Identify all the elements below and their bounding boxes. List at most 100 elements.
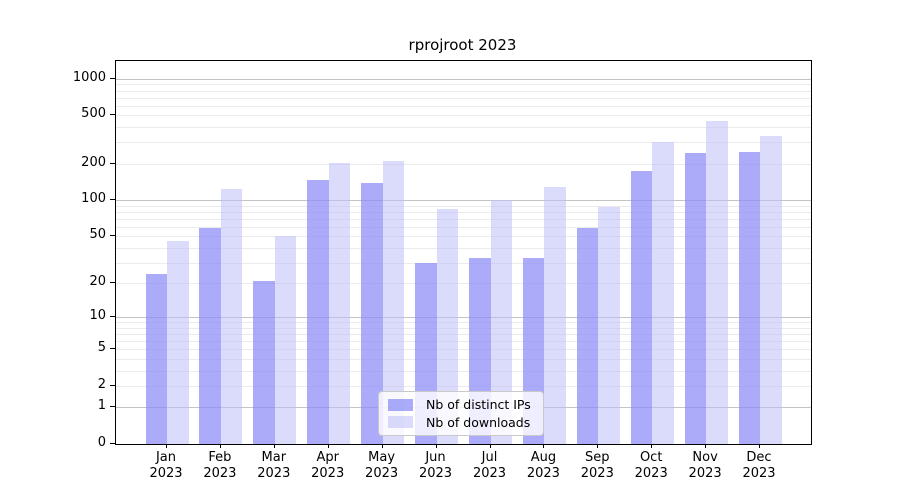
x-tick-month: Aug — [530, 450, 557, 465]
legend-item-distinct-ips: Nb of distinct IPs — [388, 396, 534, 413]
bar-downloads-may — [382, 160, 405, 444]
y-tick-mark — [110, 443, 115, 444]
y-tick-mark — [110, 282, 115, 284]
x-tick-year: 2023 — [311, 466, 345, 481]
x-tick-month: May — [368, 450, 396, 465]
bar-ips-apr — [307, 179, 329, 444]
plot-area: Nb of distinct IPs Nb of downloads — [115, 60, 812, 445]
x-tick-label: Nov 2023 — [673, 450, 737, 482]
x-tick-label: Oct 2023 — [619, 450, 683, 482]
bar-downloads-jan — [167, 240, 189, 444]
x-tick-label: Jun 2023 — [404, 450, 468, 482]
bar-ips-may — [361, 183, 383, 444]
gridline-minor — [116, 90, 811, 92]
x-tick-mark — [597, 444, 599, 448]
gridline-minor — [116, 247, 811, 249]
legend-label-downloads: Nb of downloads — [426, 414, 531, 430]
gridline-minor — [116, 211, 811, 213]
x-tick-label: Dec 2023 — [727, 450, 791, 482]
y-tick-label: 200 — [81, 154, 106, 170]
x-tick-month: Dec — [746, 450, 772, 465]
x-tick-label: Jul 2023 — [458, 450, 522, 482]
y-tick-mark — [110, 316, 115, 318]
x-tick-year: 2023 — [365, 466, 399, 481]
y-tick-label: 2 — [97, 376, 106, 392]
bar-ips-feb — [199, 228, 221, 444]
x-tick-label: May 2023 — [350, 450, 414, 482]
bar-downloads-dec — [760, 135, 782, 444]
gridline-minor — [116, 142, 811, 144]
gridline-minor — [116, 97, 811, 99]
x-tick-month: Sep — [585, 450, 610, 465]
x-tick-label: Sep 2023 — [565, 450, 629, 482]
y-tick-label: 10 — [89, 308, 106, 324]
chart-title: rprojroot 2023 — [408, 36, 517, 54]
x-tick-mark — [759, 444, 760, 448]
gridline-minor — [116, 115, 811, 117]
gridline-minor — [116, 283, 811, 285]
gridline-minor — [116, 236, 811, 238]
x-tick-label: Mar 2023 — [242, 450, 306, 482]
y-tick-label: 20 — [89, 274, 106, 290]
x-tick-month: Feb — [208, 450, 232, 465]
y-tick-label: 1000 — [72, 69, 106, 85]
bar-downloads-jun — [436, 209, 458, 444]
gridline-minor — [116, 105, 811, 107]
y-tick-mark — [110, 77, 115, 79]
x-tick-mark — [166, 444, 167, 448]
y-tick-label: 1 — [97, 398, 106, 414]
x-tick-month: Mar — [261, 450, 287, 465]
bar-downloads-jul — [490, 200, 512, 444]
legend: Nb of distinct IPs Nb of downloads — [378, 391, 544, 436]
bar-downloads-sep — [598, 207, 620, 444]
x-tick-mark — [381, 444, 383, 448]
gridline-minor — [116, 385, 811, 387]
x-tick-label: Apr 2023 — [296, 450, 360, 482]
legend-swatch-downloads — [388, 416, 413, 429]
y-tick-mark — [110, 235, 115, 237]
gridline-minor — [116, 127, 811, 129]
bar-ips-mar — [253, 280, 275, 444]
y-tick-mark — [110, 406, 115, 408]
x-tick-mark — [651, 444, 653, 448]
y-tick-mark — [110, 348, 115, 350]
gridline-minor — [116, 358, 811, 360]
gridline-minor — [116, 262, 811, 264]
gridline-major — [116, 78, 811, 80]
x-tick-mark — [273, 444, 275, 448]
y-tick-mark — [110, 162, 115, 164]
bar-downloads-aug — [544, 187, 566, 444]
bar-downloads-feb — [220, 188, 243, 444]
x-tick-mark — [489, 444, 491, 448]
x-tick-month: Oct — [639, 450, 663, 465]
x-tick-year: 2023 — [203, 466, 237, 481]
x-tick-year: 2023 — [742, 466, 776, 481]
x-tick-mark — [705, 444, 707, 448]
x-tick-year: 2023 — [472, 466, 507, 481]
bar-ips-sep — [576, 228, 599, 444]
gridline-minor — [116, 370, 811, 372]
x-tick-year: 2023 — [526, 466, 560, 481]
x-tick-label: Aug 2023 — [511, 450, 575, 482]
gridline-major — [116, 317, 811, 319]
legend-swatch-distinct-ips — [388, 398, 413, 411]
x-tick-mark — [435, 444, 437, 448]
y-tick-mark — [110, 114, 115, 116]
x-tick-year: 2023 — [580, 466, 614, 481]
y-tick-label: 50 — [89, 227, 106, 243]
bar-downloads-mar — [274, 236, 297, 444]
bar-ips-jan — [145, 273, 167, 444]
gridline-minor — [116, 205, 811, 207]
bar-ips-dec — [738, 151, 760, 444]
legend-item-downloads: Nb of downloads — [388, 414, 534, 431]
gridline-minor — [116, 226, 811, 228]
x-tick-mark — [327, 444, 329, 448]
y-tick-label: 5 — [97, 340, 106, 356]
bar-ips-oct — [630, 171, 653, 444]
bar-downloads-oct — [652, 142, 674, 444]
gridline-minor — [116, 322, 811, 324]
gridline-minor — [116, 218, 811, 220]
x-tick-year: 2023 — [418, 466, 453, 481]
y-tick-label: 100 — [81, 191, 106, 206]
gridline-minor — [116, 84, 811, 86]
